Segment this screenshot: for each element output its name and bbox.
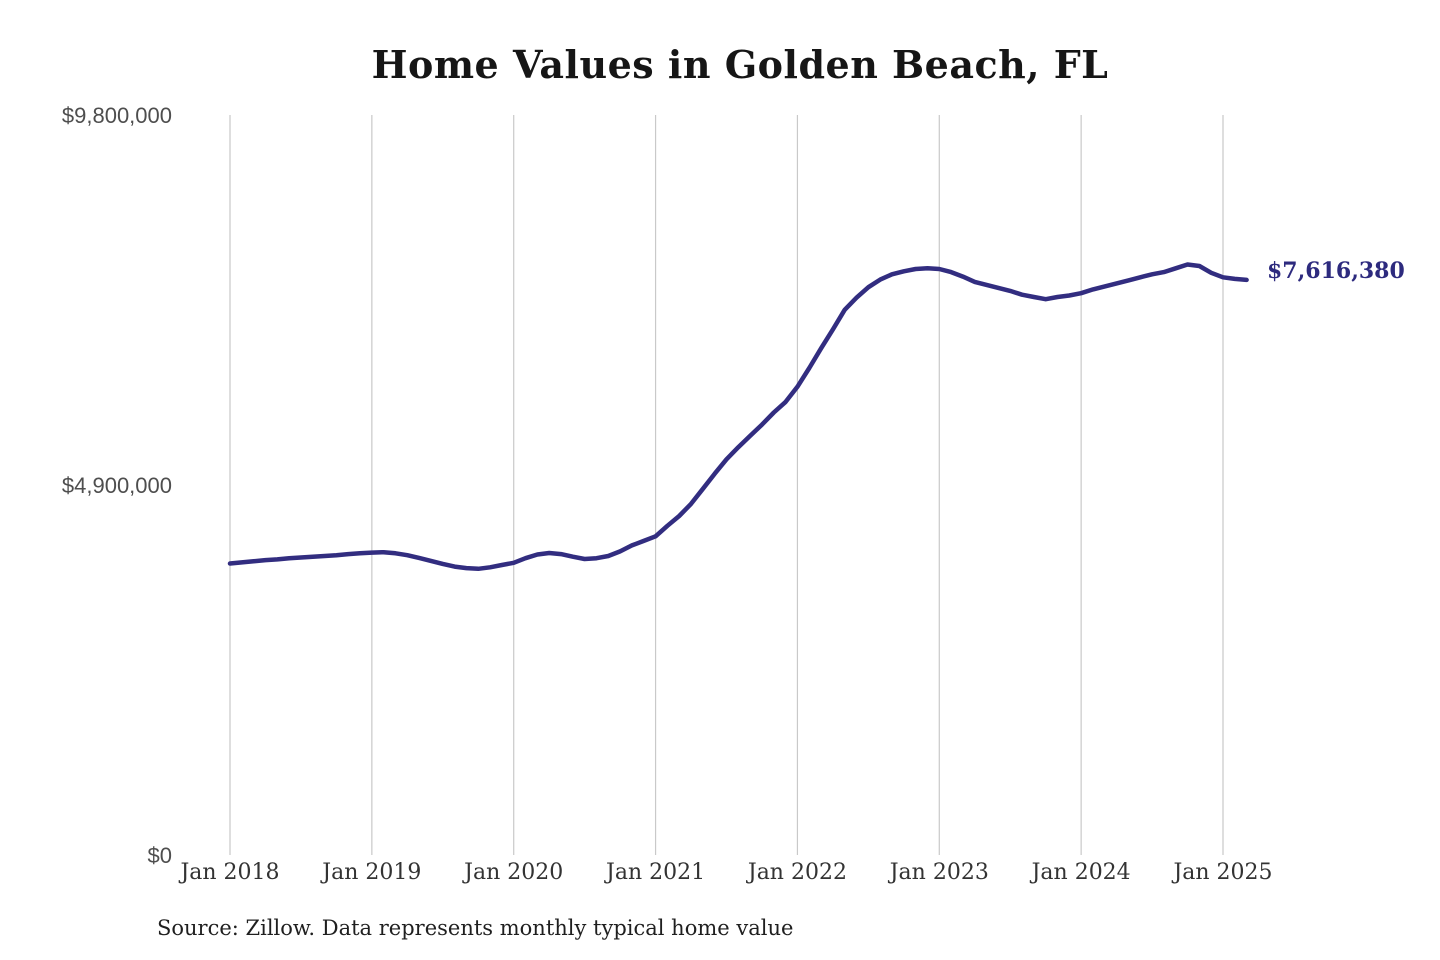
source-note: Source: Zillow. Data represents monthly … (157, 916, 794, 940)
x-axis-tick-labels: Jan 2018 Jan 2019 Jan 2020 Jan 2021 Jan 2022… (178, 860, 1272, 885)
x-tick-label: Jan 2022 (746, 860, 847, 885)
y-tick-label-zero: $0 (148, 843, 172, 868)
x-tick-label: Jan 2018 (178, 860, 279, 885)
x-tick-label: Jan 2024 (1030, 860, 1131, 885)
x-tick-label: Jan 2025 (1171, 860, 1272, 885)
latest-value-label: $7,616,380 (1267, 258, 1405, 284)
x-tick-label: Jan 2020 (462, 860, 563, 885)
y-axis-tick-labels: $9,800,000 $4,900,000 $0 (62, 103, 172, 868)
chart-title: Home Values in Golden Beach, FL (371, 42, 1109, 87)
y-tick-label-max: $9,800,000 (62, 103, 172, 128)
x-tick-label: Jan 2021 (604, 860, 705, 885)
x-tick-label: Jan 2023 (888, 860, 989, 885)
y-tick-label-mid: $4,900,000 (62, 473, 172, 498)
home-values-line (227, 262, 1249, 572)
x-tick-label: Jan 2019 (320, 860, 421, 885)
gridlines-group (229, 115, 1224, 855)
